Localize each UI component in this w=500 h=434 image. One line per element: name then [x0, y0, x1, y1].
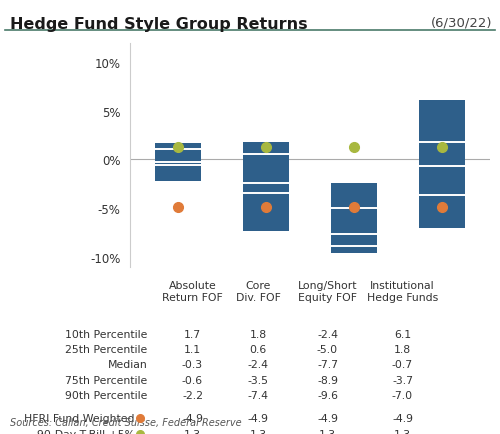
Text: -0.3: -0.3	[182, 359, 203, 369]
Text: 90th Percentile: 90th Percentile	[65, 390, 148, 400]
Text: (6/30/22): (6/30/22)	[431, 16, 492, 30]
Text: 0.6: 0.6	[250, 344, 266, 354]
Text: 1.8: 1.8	[250, 329, 266, 339]
Text: -7.0: -7.0	[392, 390, 413, 400]
Text: 1.8: 1.8	[394, 344, 411, 354]
Text: 6.1: 6.1	[394, 329, 411, 339]
Text: Median: Median	[108, 359, 148, 369]
Bar	[156, 144, 201, 181]
Text: Hedge Fund Style Group Returns: Hedge Fund Style Group Returns	[10, 16, 308, 31]
Text: HFRI Fund Weighted: HFRI Fund Weighted	[24, 413, 135, 423]
Text: -4.9: -4.9	[392, 413, 413, 423]
Text: Core
Div. FOF: Core Div. FOF	[236, 280, 281, 302]
Text: 10th Percentile: 10th Percentile	[65, 329, 148, 339]
Text: -7.4: -7.4	[248, 390, 268, 400]
Text: -7.7: -7.7	[317, 359, 338, 369]
Text: -0.7: -0.7	[392, 359, 413, 369]
Text: 1.3: 1.3	[250, 429, 266, 434]
Text: -4.9: -4.9	[317, 413, 338, 423]
Text: 75th Percentile: 75th Percentile	[65, 375, 148, 385]
Text: 25th Percentile: 25th Percentile	[65, 344, 148, 354]
Text: -2.4: -2.4	[248, 359, 268, 369]
Text: 1.3: 1.3	[394, 429, 411, 434]
Text: 1.7: 1.7	[184, 329, 201, 339]
Text: -3.5: -3.5	[248, 375, 268, 385]
Text: -2.2: -2.2	[182, 390, 203, 400]
Text: 1.1: 1.1	[184, 344, 201, 354]
Text: Absolute
Return FOF: Absolute Return FOF	[162, 280, 223, 302]
Text: Long/Short
Equity FOF: Long/Short Equity FOF	[298, 280, 357, 302]
Text: 90-Day T-Bill +5%: 90-Day T-Bill +5%	[37, 429, 135, 434]
Bar	[244, 142, 289, 232]
Text: -4.9: -4.9	[248, 413, 268, 423]
Text: Sources: Callan, Credit Suisse, Federal Reserve: Sources: Callan, Credit Suisse, Federal …	[10, 418, 241, 427]
Text: 1.3: 1.3	[184, 429, 201, 434]
Text: -5.0: -5.0	[317, 344, 338, 354]
Text: 1.3: 1.3	[319, 429, 336, 434]
Text: -9.6: -9.6	[317, 390, 338, 400]
Bar	[419, 101, 465, 228]
Text: -8.9: -8.9	[317, 375, 338, 385]
Text: -4.9: -4.9	[182, 413, 203, 423]
Bar	[331, 183, 376, 253]
Text: Institutional
Hedge Funds: Institutional Hedge Funds	[367, 280, 438, 302]
Text: -3.7: -3.7	[392, 375, 413, 385]
Text: -2.4: -2.4	[317, 329, 338, 339]
Text: -0.6: -0.6	[182, 375, 203, 385]
